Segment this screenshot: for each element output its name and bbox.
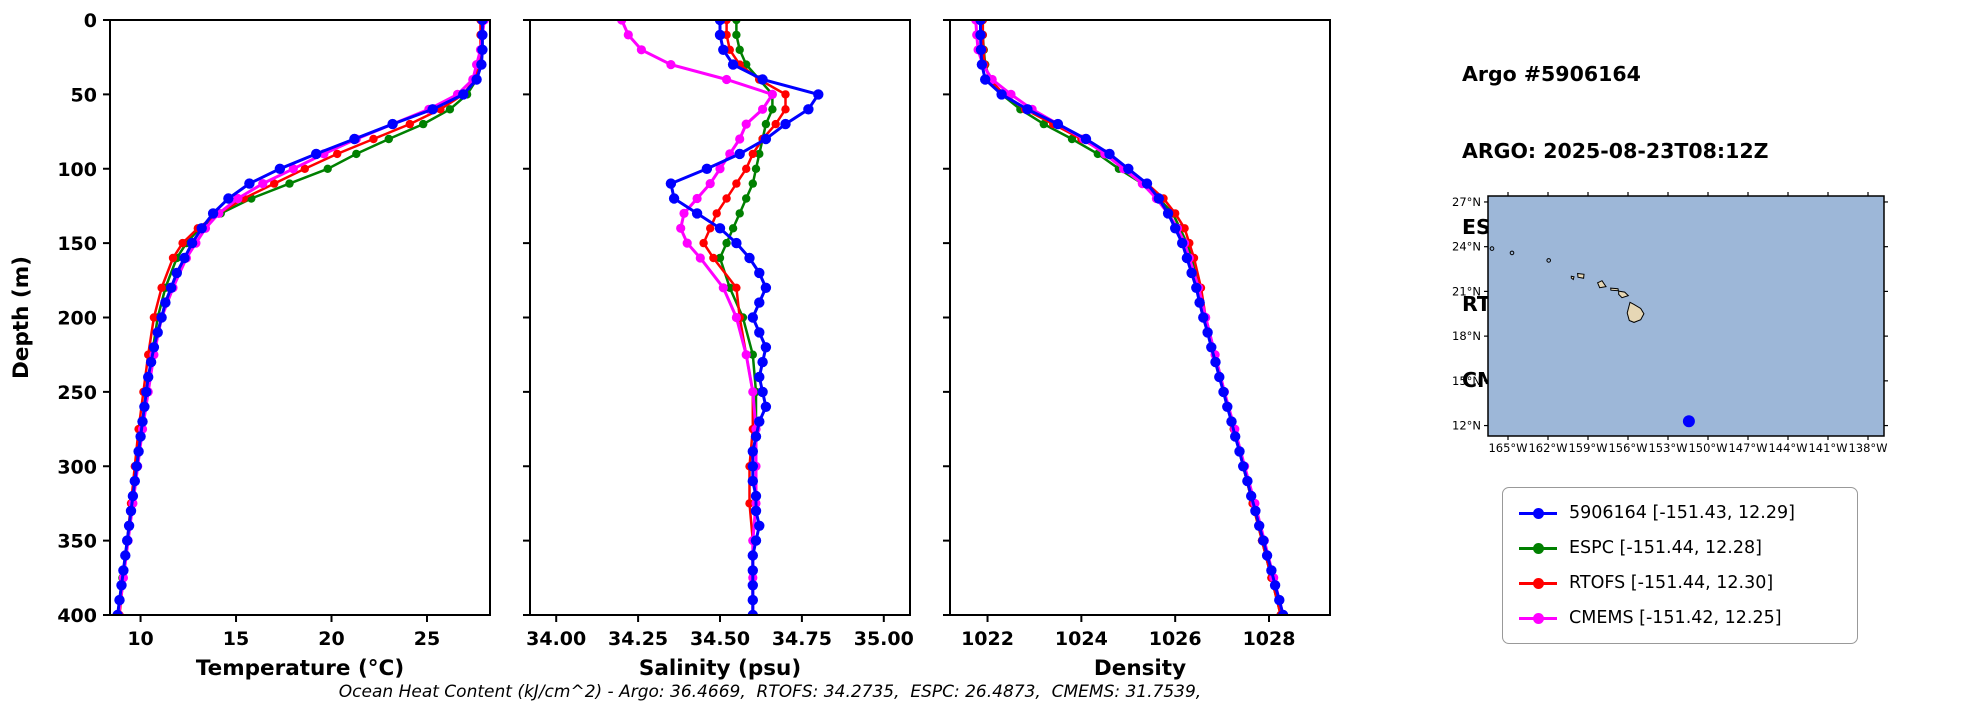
svg-text:35.00: 35.00 <box>854 628 914 650</box>
profile-markers-5906164 <box>975 20 1289 615</box>
svg-text:50: 50 <box>71 84 97 106</box>
svg-text:1028: 1028 <box>1243 628 1296 650</box>
legend-marker-icon <box>1533 577 1544 589</box>
svg-text:Depth (m): Depth (m) <box>9 256 34 379</box>
legend-item: RTOFS [-151.44, 12.30] <box>1519 570 1841 596</box>
svg-text:1026: 1026 <box>1149 628 1202 650</box>
svg-text:100: 100 <box>57 159 97 181</box>
svg-text:138°W: 138°W <box>1848 441 1887 455</box>
float-position-marker <box>1682 415 1695 428</box>
svg-text:250: 250 <box>57 382 97 404</box>
svg-text:1024: 1024 <box>1055 628 1108 650</box>
svg-text:15°N: 15°N <box>1452 374 1481 388</box>
svg-text:Density: Density <box>1094 656 1186 681</box>
profile-markers-5906164 <box>665 20 824 615</box>
island-kauai <box>1577 272 1585 279</box>
density-profile-chart: 1022 1024 1026 1028 Density <box>943 19 1331 681</box>
legend-swatch-line <box>1519 542 1557 554</box>
svg-text:Salinity (psu): Salinity (psu) <box>639 656 801 681</box>
profile-markers-ESPC <box>715 20 777 615</box>
svg-text:200: 200 <box>57 308 97 330</box>
svg-text:27°N: 27°N <box>1452 195 1481 209</box>
legend-item-label: 5906164 [-151.43, 12.29] <box>1569 503 1795 523</box>
svg-text:0: 0 <box>84 10 97 32</box>
legend-marker-icon <box>1533 507 1544 519</box>
svg-text:150: 150 <box>57 233 97 255</box>
island-hawaii <box>1626 301 1645 323</box>
island-maui <box>1618 290 1630 299</box>
svg-text:34.00: 34.00 <box>526 628 586 650</box>
legend-swatch-line <box>1519 507 1557 519</box>
svg-text:20: 20 <box>318 628 344 650</box>
svg-text:400: 400 <box>57 605 97 627</box>
svg-text:Temperature (°C): Temperature (°C) <box>196 656 404 681</box>
svg-text:159°W: 159°W <box>1568 441 1607 455</box>
legend-item: CMEMS [-151.42, 12.25] <box>1519 605 1841 631</box>
svg-text:144°W: 144°W <box>1768 441 1807 455</box>
svg-text:34.75: 34.75 <box>772 628 832 650</box>
svg-text:141°W: 141°W <box>1808 441 1847 455</box>
legend-item: 5906164 [-151.43, 12.29] <box>1519 500 1841 526</box>
svg-text:18°N: 18°N <box>1452 329 1481 343</box>
legend-item-label: RTOFS [-151.44, 12.30] <box>1569 573 1774 593</box>
svg-text:10: 10 <box>127 628 153 650</box>
svg-text:21°N: 21°N <box>1452 284 1481 298</box>
svg-text:153°W: 153°W <box>1648 441 1687 455</box>
svg-text:150°W: 150°W <box>1688 441 1727 455</box>
island-niihau <box>1570 275 1575 281</box>
salinity-profile-chart: 34.00 34.25 34.50 34.75 35.00 Salinity (psu) <box>523 19 914 681</box>
svg-text:24°N: 24°N <box>1452 240 1481 254</box>
location-map: 165°W 162°W 159°W 156°W 153°W 150°W 147°W 144°W… <box>1452 192 1888 455</box>
svg-text:12°N: 12°N <box>1452 419 1481 433</box>
legend-item-label: CMEMS [-151.42, 12.25] <box>1569 608 1782 628</box>
ocean-background <box>1488 196 1884 436</box>
profile-markers-5906164 <box>112 20 488 615</box>
svg-text:147°W: 147°W <box>1728 441 1767 455</box>
svg-text:300: 300 <box>57 456 97 478</box>
legend-item: ESPC [-151.44, 12.28] <box>1519 535 1841 561</box>
svg-text:1022: 1022 <box>961 628 1014 650</box>
svg-text:350: 350 <box>57 531 97 553</box>
svg-text:34.50: 34.50 <box>690 628 750 650</box>
svg-text:15: 15 <box>223 628 249 650</box>
header-line-argo: ARGO: 2025-08-23T08:12Z <box>1462 138 1769 163</box>
svg-text:162°W: 162°W <box>1528 441 1567 455</box>
island-molokai <box>1610 287 1620 292</box>
page-title: Argo #5906164 <box>1462 62 1641 86</box>
legend-marker-icon <box>1533 612 1544 624</box>
svg-text:165°W: 165°W <box>1488 441 1527 455</box>
svg-text:25: 25 <box>414 628 440 650</box>
island-oahu <box>1596 280 1607 289</box>
ocean-heat-content-caption: Ocean Heat Content (kJ/cm^2) - Argo: 36.… <box>338 682 1202 702</box>
svg-text:156°W: 156°W <box>1608 441 1647 455</box>
legend-item-label: ESPC [-151.44, 12.28] <box>1569 538 1762 558</box>
legend-marker-icon <box>1533 542 1544 554</box>
svg-text:34.25: 34.25 <box>608 628 668 650</box>
legend-swatch-line <box>1519 612 1557 624</box>
legend: 5906164 [-151.43, 12.29] ESPC [-151.44, … <box>1502 487 1858 644</box>
legend-swatch-line <box>1519 577 1557 589</box>
temperature-profile-chart: 10 15 20 25050100150200250300350400Temperat… <box>9 10 491 681</box>
